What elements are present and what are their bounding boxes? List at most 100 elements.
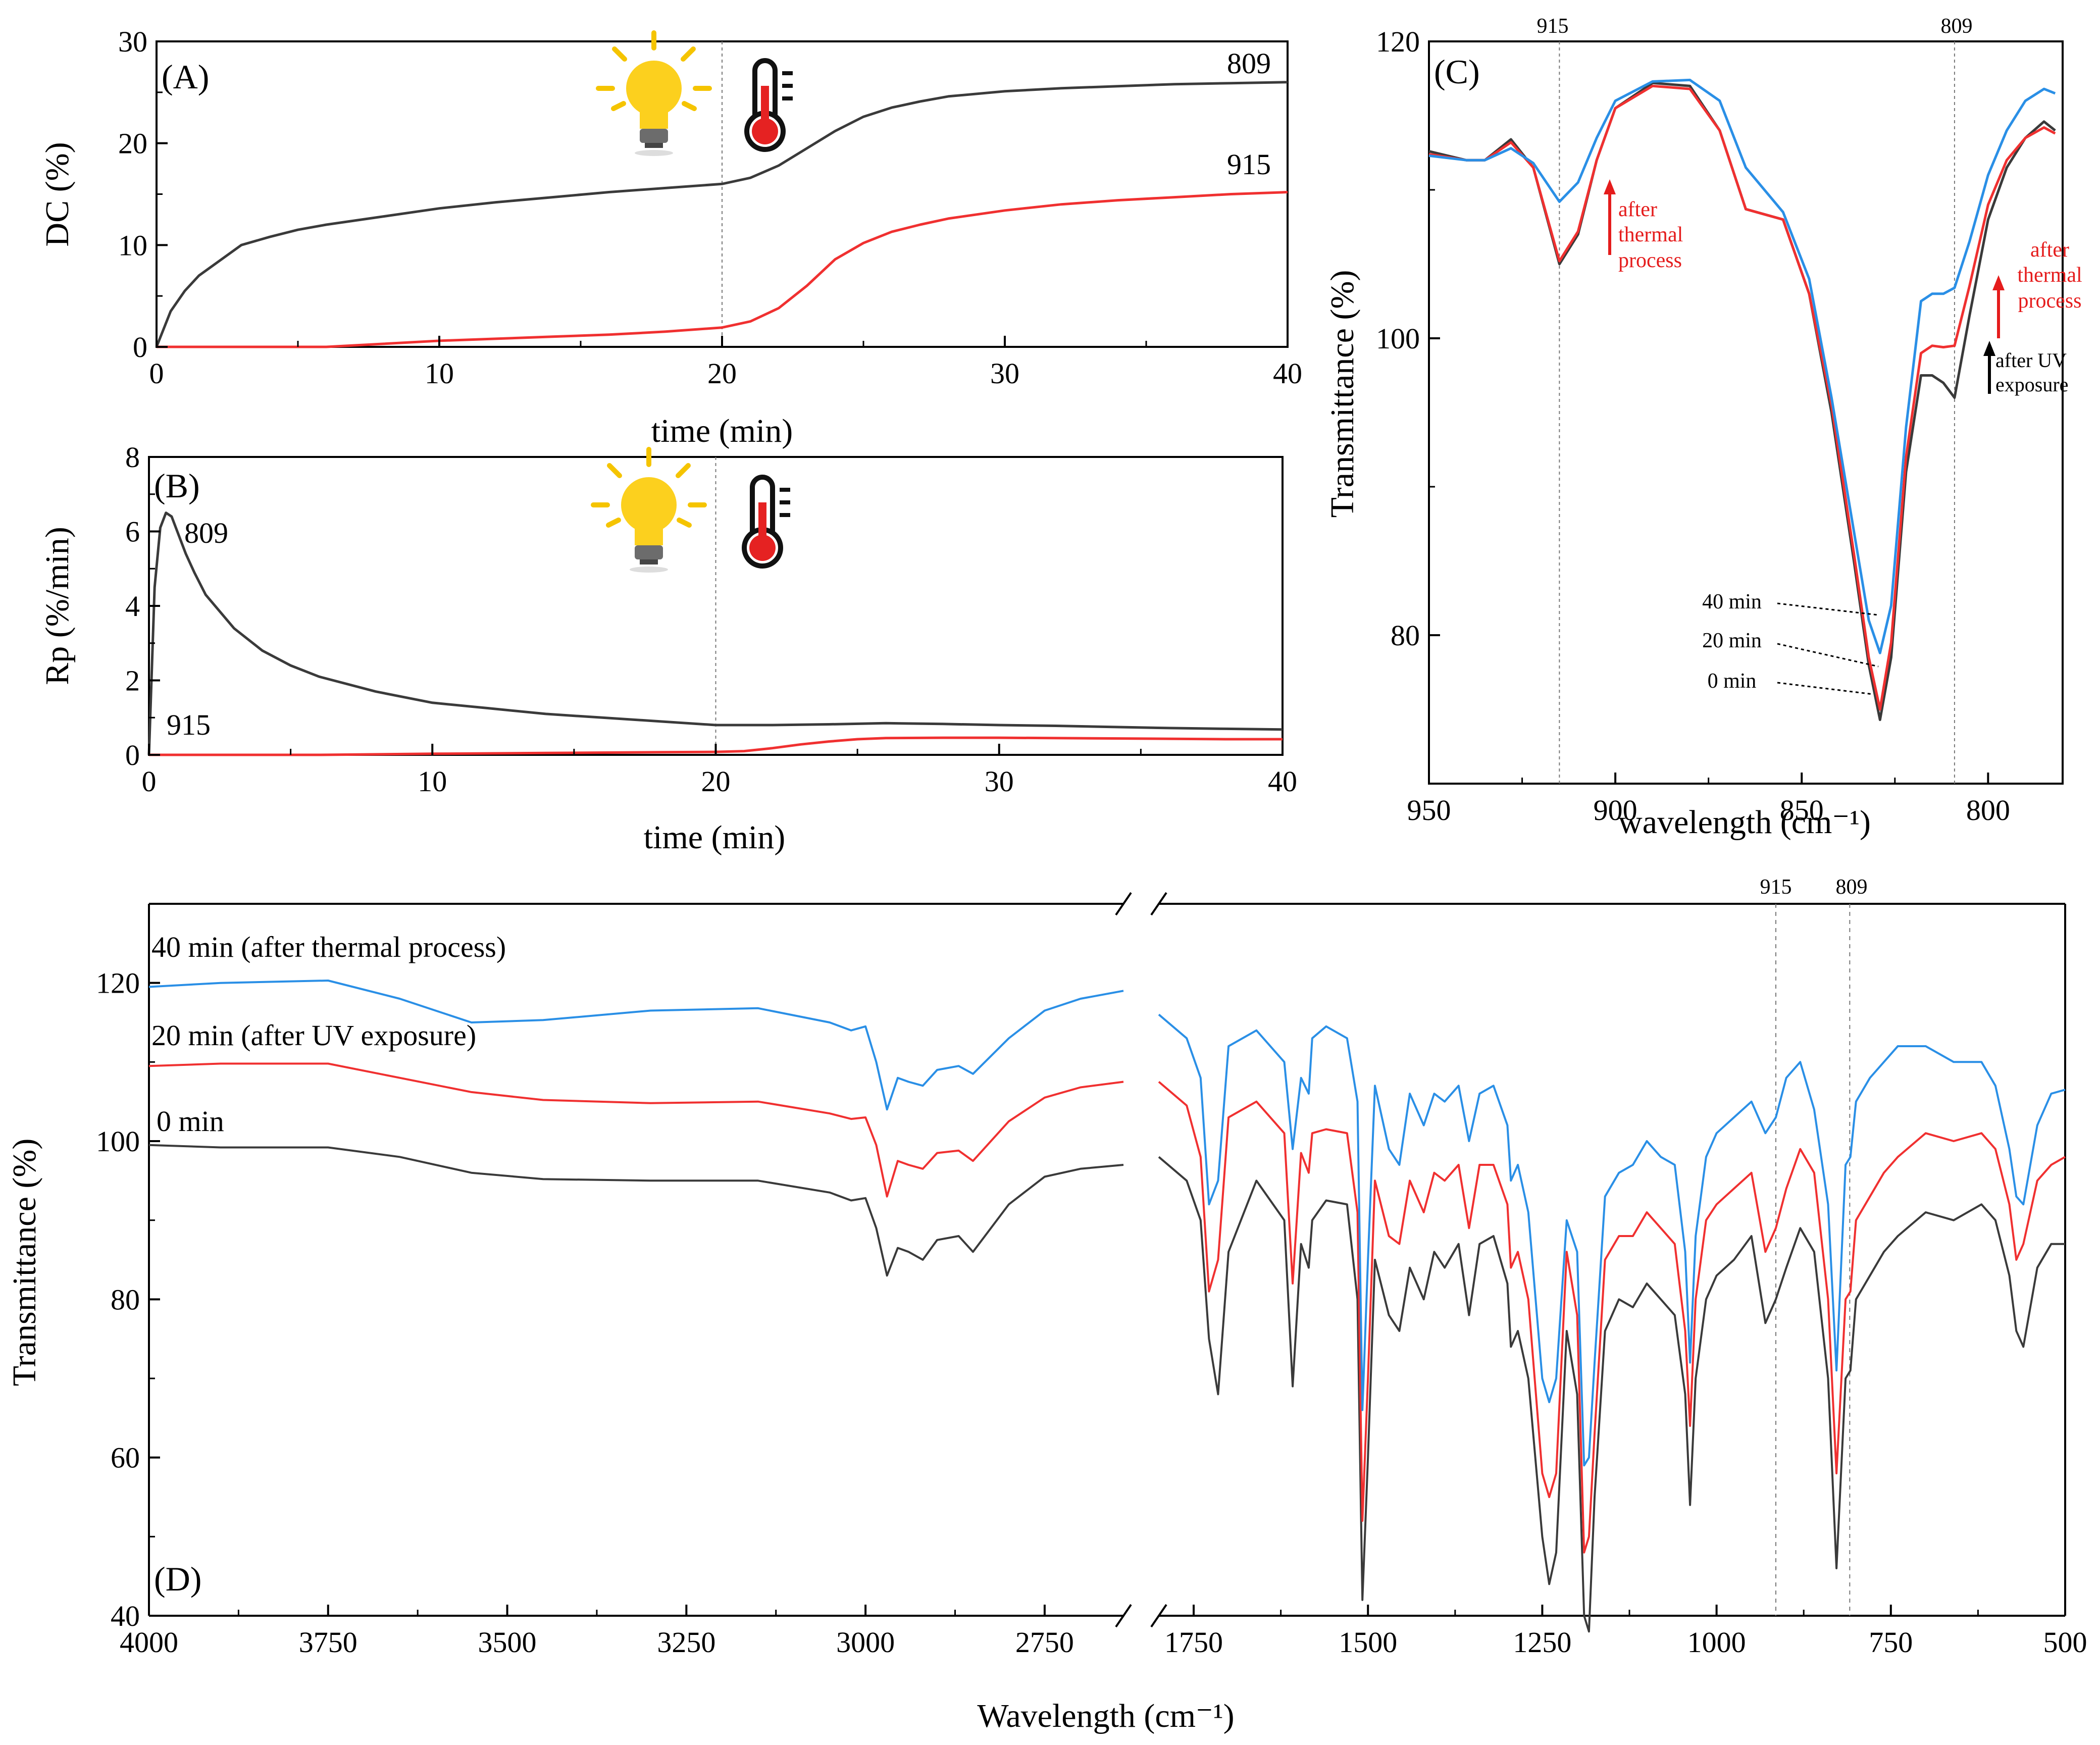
label-0-min: 0 min bbox=[1708, 670, 1757, 693]
legend-0-min: 0 min bbox=[157, 1105, 224, 1138]
x-tick-label: 4000 bbox=[120, 1626, 178, 1659]
panel-c-vline-label-915: 915 bbox=[1537, 15, 1569, 38]
series-40-min-seg1-line bbox=[148, 980, 1124, 1111]
series-809-line bbox=[155, 81, 1288, 347]
after-thermal-annotation-809: after thermal process bbox=[1992, 238, 2082, 338]
x-tick-label: 40 bbox=[1273, 357, 1302, 390]
series-20-min-line bbox=[1428, 84, 2056, 711]
panel-a-ylabel: DC (%) bbox=[39, 142, 76, 246]
y-tick-label: 20 bbox=[118, 127, 147, 160]
x-tick-label: 3500 bbox=[478, 1626, 537, 1659]
light-bulb-icon bbox=[596, 30, 712, 156]
y-tick-label: 120 bbox=[96, 967, 140, 1000]
x-tick-label: 500 bbox=[2043, 1626, 2087, 1659]
panel-b-ylabel: Rp (%/min) bbox=[39, 527, 76, 685]
series-0-min-line bbox=[1428, 81, 2056, 722]
x-tick-label: 30 bbox=[985, 765, 1014, 798]
y-tick-label: 4 bbox=[125, 590, 140, 623]
x-tick-label: 2750 bbox=[1015, 1626, 1074, 1659]
panel-a-series-label-809: 809 bbox=[1227, 47, 1271, 80]
series-0-min-seg2-line bbox=[1158, 1156, 2065, 1633]
panel-a-series-label-915: 915 bbox=[1227, 148, 1271, 181]
x-tick-label: 900 bbox=[1594, 794, 1637, 827]
series-20-min-seg1-line bbox=[148, 1062, 1124, 1198]
panel-d: 4000 3750 3500 3250 3000 2750 1750 1500 1250 1000… bbox=[6, 876, 2087, 1734]
panel-a-xlabel: time (min) bbox=[651, 413, 793, 449]
panel-d-vline-label-809: 809 bbox=[1836, 876, 1868, 899]
panel-b: 0 10 20 30 40 0 2 4 6 8 (B) time (min) Rp (%/min)… bbox=[39, 441, 1297, 856]
x-tick-label: 0 bbox=[149, 357, 164, 390]
y-tick-label: 80 bbox=[111, 1283, 140, 1316]
series-40-min-line bbox=[1428, 78, 2056, 654]
x-tick-label: 3000 bbox=[836, 1626, 895, 1659]
after-thermal-text-2: after thermal process bbox=[2017, 238, 2082, 313]
panel-a: 0 10 20 30 40 0 10 20 30 (A) time (min) DC (%) 8… bbox=[39, 25, 1302, 449]
x-tick-label: 800 bbox=[1966, 794, 2010, 827]
legend-40-min: 40 min (after thermal process) bbox=[151, 931, 506, 963]
after-thermal-text-1: after thermal process bbox=[1618, 198, 1683, 272]
y-tick-label: 80 bbox=[1391, 619, 1420, 652]
label-20-min: 20 min bbox=[1702, 629, 1762, 652]
x-tick-label: 10 bbox=[425, 357, 454, 390]
after-uv-text: after UV exposure bbox=[1995, 349, 2069, 396]
series-915-line bbox=[149, 736, 1283, 756]
panel-c-xlabel: wavelength (cm⁻¹) bbox=[1618, 804, 1871, 841]
panel-b-series-label-915: 915 bbox=[167, 708, 211, 741]
axis-break-mark bbox=[1115, 892, 1132, 916]
panel-c-frame bbox=[1428, 40, 2064, 785]
panel-b-xlabel: time (min) bbox=[644, 819, 785, 856]
y-tick-label: 60 bbox=[111, 1442, 140, 1474]
series-915-line bbox=[157, 191, 1288, 348]
y-tick-label: 8 bbox=[125, 441, 140, 474]
x-tick-label: 750 bbox=[1869, 1626, 1913, 1659]
y-tick-label: 30 bbox=[118, 25, 147, 58]
y-tick-label: 0 bbox=[133, 331, 147, 364]
panel-c: 950 900 850 800 80 100 120 (C) wavelength (cm⁻… bbox=[1324, 15, 2082, 841]
y-tick-label: 120 bbox=[1376, 25, 1420, 58]
y-tick-label: 100 bbox=[96, 1125, 140, 1158]
axis-break-mark bbox=[1150, 1604, 1167, 1628]
panel-d-ylabel: Transmittance (%) bbox=[6, 1139, 43, 1387]
x-tick-label: 30 bbox=[990, 357, 1019, 390]
series-20-min-seg2-line bbox=[1158, 1081, 2066, 1554]
after-thermal-annotation-915: after thermal process bbox=[1604, 179, 1683, 272]
x-tick-label: 0 bbox=[142, 765, 157, 798]
x-tick-label: 3750 bbox=[299, 1626, 357, 1659]
x-tick-label: 850 bbox=[1780, 794, 1824, 827]
y-tick-label: 2 bbox=[125, 664, 140, 697]
panel-a-label: (A) bbox=[162, 58, 209, 96]
panel-d-frame bbox=[148, 892, 2066, 1628]
light-bulb-icon bbox=[591, 447, 707, 573]
y-tick-label: 10 bbox=[118, 229, 147, 262]
panel-c-label: (C) bbox=[1434, 53, 1480, 91]
x-tick-label: 20 bbox=[701, 765, 731, 798]
y-tick-label: 0 bbox=[125, 739, 140, 772]
panel-c-ylabel: Transmittance (%) bbox=[1324, 270, 1361, 518]
label-40-min: 40 min bbox=[1702, 590, 1762, 613]
y-tick-label: 100 bbox=[1376, 322, 1420, 355]
panel-d-label: (D) bbox=[154, 1560, 201, 1598]
series-40-min-seg2-line bbox=[1158, 1013, 2066, 1467]
after-uv-annotation: after UV exposure bbox=[1983, 341, 2069, 396]
thermometer-icon bbox=[744, 58, 793, 152]
panel-b-series-label-809: 809 bbox=[184, 517, 228, 549]
x-tick-label: 3250 bbox=[657, 1626, 715, 1659]
x-tick-label: 1000 bbox=[1687, 1626, 1746, 1659]
x-tick-label: 40 bbox=[1268, 765, 1297, 798]
legend-20-min: 20 min (after UV exposure) bbox=[151, 1019, 476, 1052]
x-tick-label: 1750 bbox=[1164, 1626, 1223, 1659]
y-tick-label: 40 bbox=[111, 1600, 140, 1632]
x-tick-label: 1500 bbox=[1339, 1626, 1397, 1659]
thermometer-icon bbox=[742, 475, 790, 569]
series-809-line bbox=[147, 511, 1283, 755]
y-tick-label: 6 bbox=[125, 516, 140, 548]
x-tick-label: 1250 bbox=[1513, 1626, 1571, 1659]
panel-b-label: (B) bbox=[154, 467, 200, 505]
axis-break-mark bbox=[1115, 1604, 1132, 1628]
label-pointers bbox=[1777, 602, 1879, 695]
x-tick-label: 10 bbox=[418, 765, 447, 798]
panel-d-xlabel: Wavelength (cm⁻¹) bbox=[977, 1698, 1234, 1734]
x-tick-label: 950 bbox=[1407, 794, 1451, 827]
x-tick-label: 20 bbox=[707, 357, 737, 390]
